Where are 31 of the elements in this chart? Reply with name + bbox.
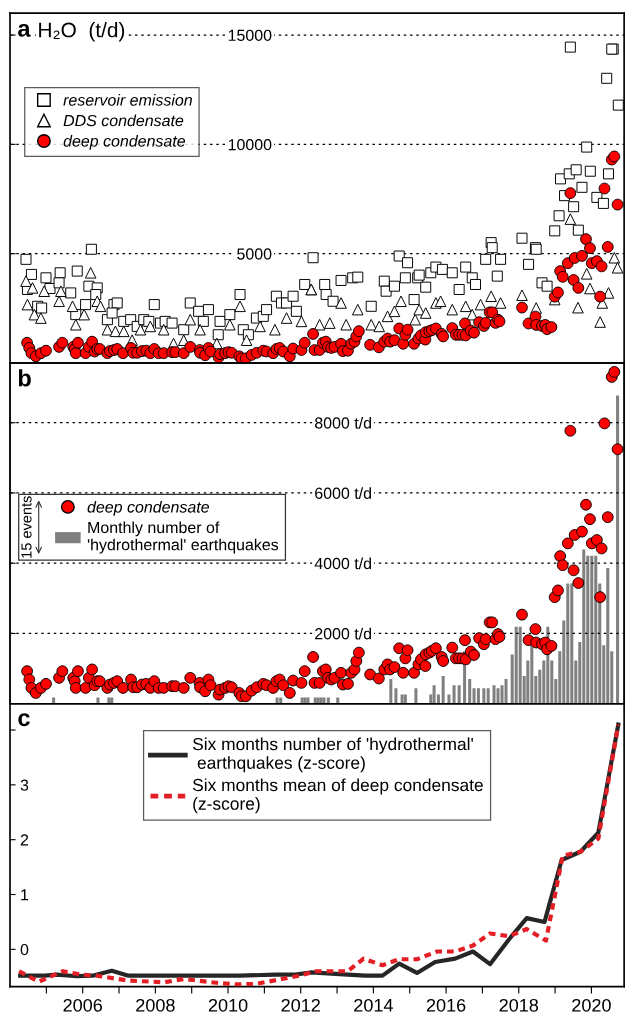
- y-tick-label: 1: [21, 889, 29, 901]
- y-tick-label: 3: [20, 779, 29, 791]
- y-tick-label: 6000 t/d: [315, 487, 371, 499]
- legend-label: Six months number of 'hydrothermal' earthquakes (z-score): [192, 737, 473, 773]
- annotation: a: [18, 23, 31, 37]
- x-tick-label: 2008: [136, 998, 175, 1012]
- y-tick-label: 0: [20, 943, 29, 956]
- x-tick-label: 2018: [499, 998, 539, 1012]
- legend-label: deep condensate: [63, 134, 186, 150]
- y-tick-label: 2: [20, 834, 29, 846]
- legend-label: reservoir emission: [63, 94, 192, 106]
- x-tick-label: 2020: [572, 998, 611, 1012]
- y-tick-label: 15000: [228, 29, 272, 41]
- y-tick-label: 4000 t/d: [314, 557, 371, 570]
- x-tick-label: 2010: [208, 998, 248, 1012]
- legend-label: Six months mean of deep condensate (z-score): [192, 778, 483, 814]
- x-tick-label: 2014: [354, 998, 393, 1012]
- annotation: 15 events: [21, 496, 32, 558]
- legend-label: deep condensate: [87, 500, 210, 516]
- chart-title: H₂O (t/d): [39, 22, 125, 42]
- y-tick-label: 8000 t/d: [314, 416, 371, 429]
- y-tick-label: 5000: [237, 248, 272, 260]
- y-tick-label: 2000 t/d: [315, 627, 371, 640]
- x-tick-label: 2016: [426, 998, 466, 1012]
- y-tick-label: 10000: [228, 139, 272, 151]
- annotation: c: [18, 713, 30, 727]
- legend-label: Monthly number of 'hydrothermal' earthquakes: [87, 521, 279, 554]
- annotation: b: [18, 369, 31, 387]
- x-tick-label: 2012: [281, 998, 320, 1012]
- x-tick-label: 2006: [63, 998, 102, 1012]
- legend-label: DDS condensate: [63, 114, 184, 127]
